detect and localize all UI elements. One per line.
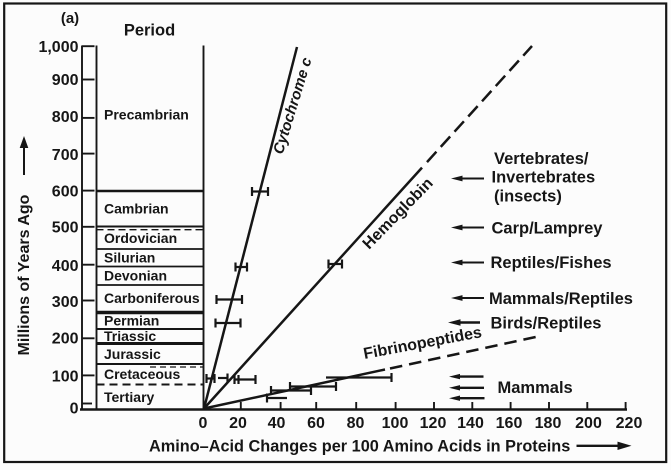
svg-text:60: 60 [307, 415, 325, 432]
svg-text:Permian: Permian [104, 313, 159, 329]
svg-text:Triassic: Triassic [104, 328, 156, 344]
svg-text:Cretaceous: Cretaceous [104, 366, 180, 382]
svg-text:Cytochrome c: Cytochrome c [270, 55, 316, 156]
svg-text:Vertebrates/: Vertebrates/ [494, 150, 589, 168]
svg-text:Jurassic: Jurassic [104, 346, 161, 362]
svg-text:140: 140 [457, 415, 484, 432]
svg-text:200: 200 [575, 415, 602, 432]
svg-text:0: 0 [199, 415, 208, 432]
svg-text:40: 40 [268, 415, 286, 432]
svg-text:Hemoglobin: Hemoglobin [360, 175, 437, 253]
svg-text:Devonian: Devonian [104, 268, 167, 284]
svg-text:Amino–Acid Changes per 100 Ami: Amino–Acid Changes per 100 Amino Acids i… [149, 438, 570, 456]
svg-text:Carp/Lamprey: Carp/Lamprey [492, 220, 604, 238]
svg-text:(a): (a) [61, 10, 79, 27]
svg-text:200: 200 [52, 330, 79, 347]
svg-text:600: 600 [52, 183, 79, 200]
svg-text:Millions of Years Ago: Millions of Years Ago [16, 194, 33, 355]
svg-text:Mammals: Mammals [498, 379, 573, 397]
svg-text:80: 80 [347, 415, 365, 432]
svg-text:220: 220 [616, 415, 643, 432]
svg-text:Fibrinopeptides: Fibrinopeptides [362, 324, 483, 363]
svg-text:400: 400 [52, 258, 79, 275]
svg-text:1,000: 1,000 [38, 39, 78, 56]
svg-text:Cambrian: Cambrian [104, 201, 169, 217]
svg-text:180: 180 [535, 415, 562, 432]
svg-text:800: 800 [52, 109, 79, 126]
svg-text:Silurian: Silurian [104, 250, 155, 266]
svg-text:900: 900 [52, 72, 79, 89]
svg-text:120: 120 [420, 415, 447, 432]
svg-text:Period: Period [124, 22, 175, 40]
svg-text:300: 300 [52, 294, 79, 311]
svg-text:Tertiary: Tertiary [104, 389, 155, 405]
svg-text:Reptiles/Fishes: Reptiles/Fishes [491, 254, 612, 272]
svg-text:Precambrian: Precambrian [104, 107, 189, 123]
svg-text:Carboniferous: Carboniferous [104, 290, 200, 306]
svg-text:0: 0 [70, 400, 79, 417]
svg-text:(insects): (insects) [494, 188, 562, 206]
svg-text:500: 500 [52, 220, 79, 237]
svg-text:20: 20 [229, 415, 247, 432]
svg-text:100: 100 [382, 415, 409, 432]
svg-text:Mammals/Reptiles: Mammals/Reptiles [489, 290, 633, 308]
svg-text:700: 700 [52, 147, 79, 164]
svg-text:Ordovician: Ordovician [104, 230, 177, 246]
svg-text:Invertebrates: Invertebrates [492, 169, 596, 187]
svg-text:Birds/Reptiles: Birds/Reptiles [491, 315, 602, 333]
svg-text:160: 160 [496, 415, 523, 432]
svg-text:100: 100 [52, 369, 79, 386]
